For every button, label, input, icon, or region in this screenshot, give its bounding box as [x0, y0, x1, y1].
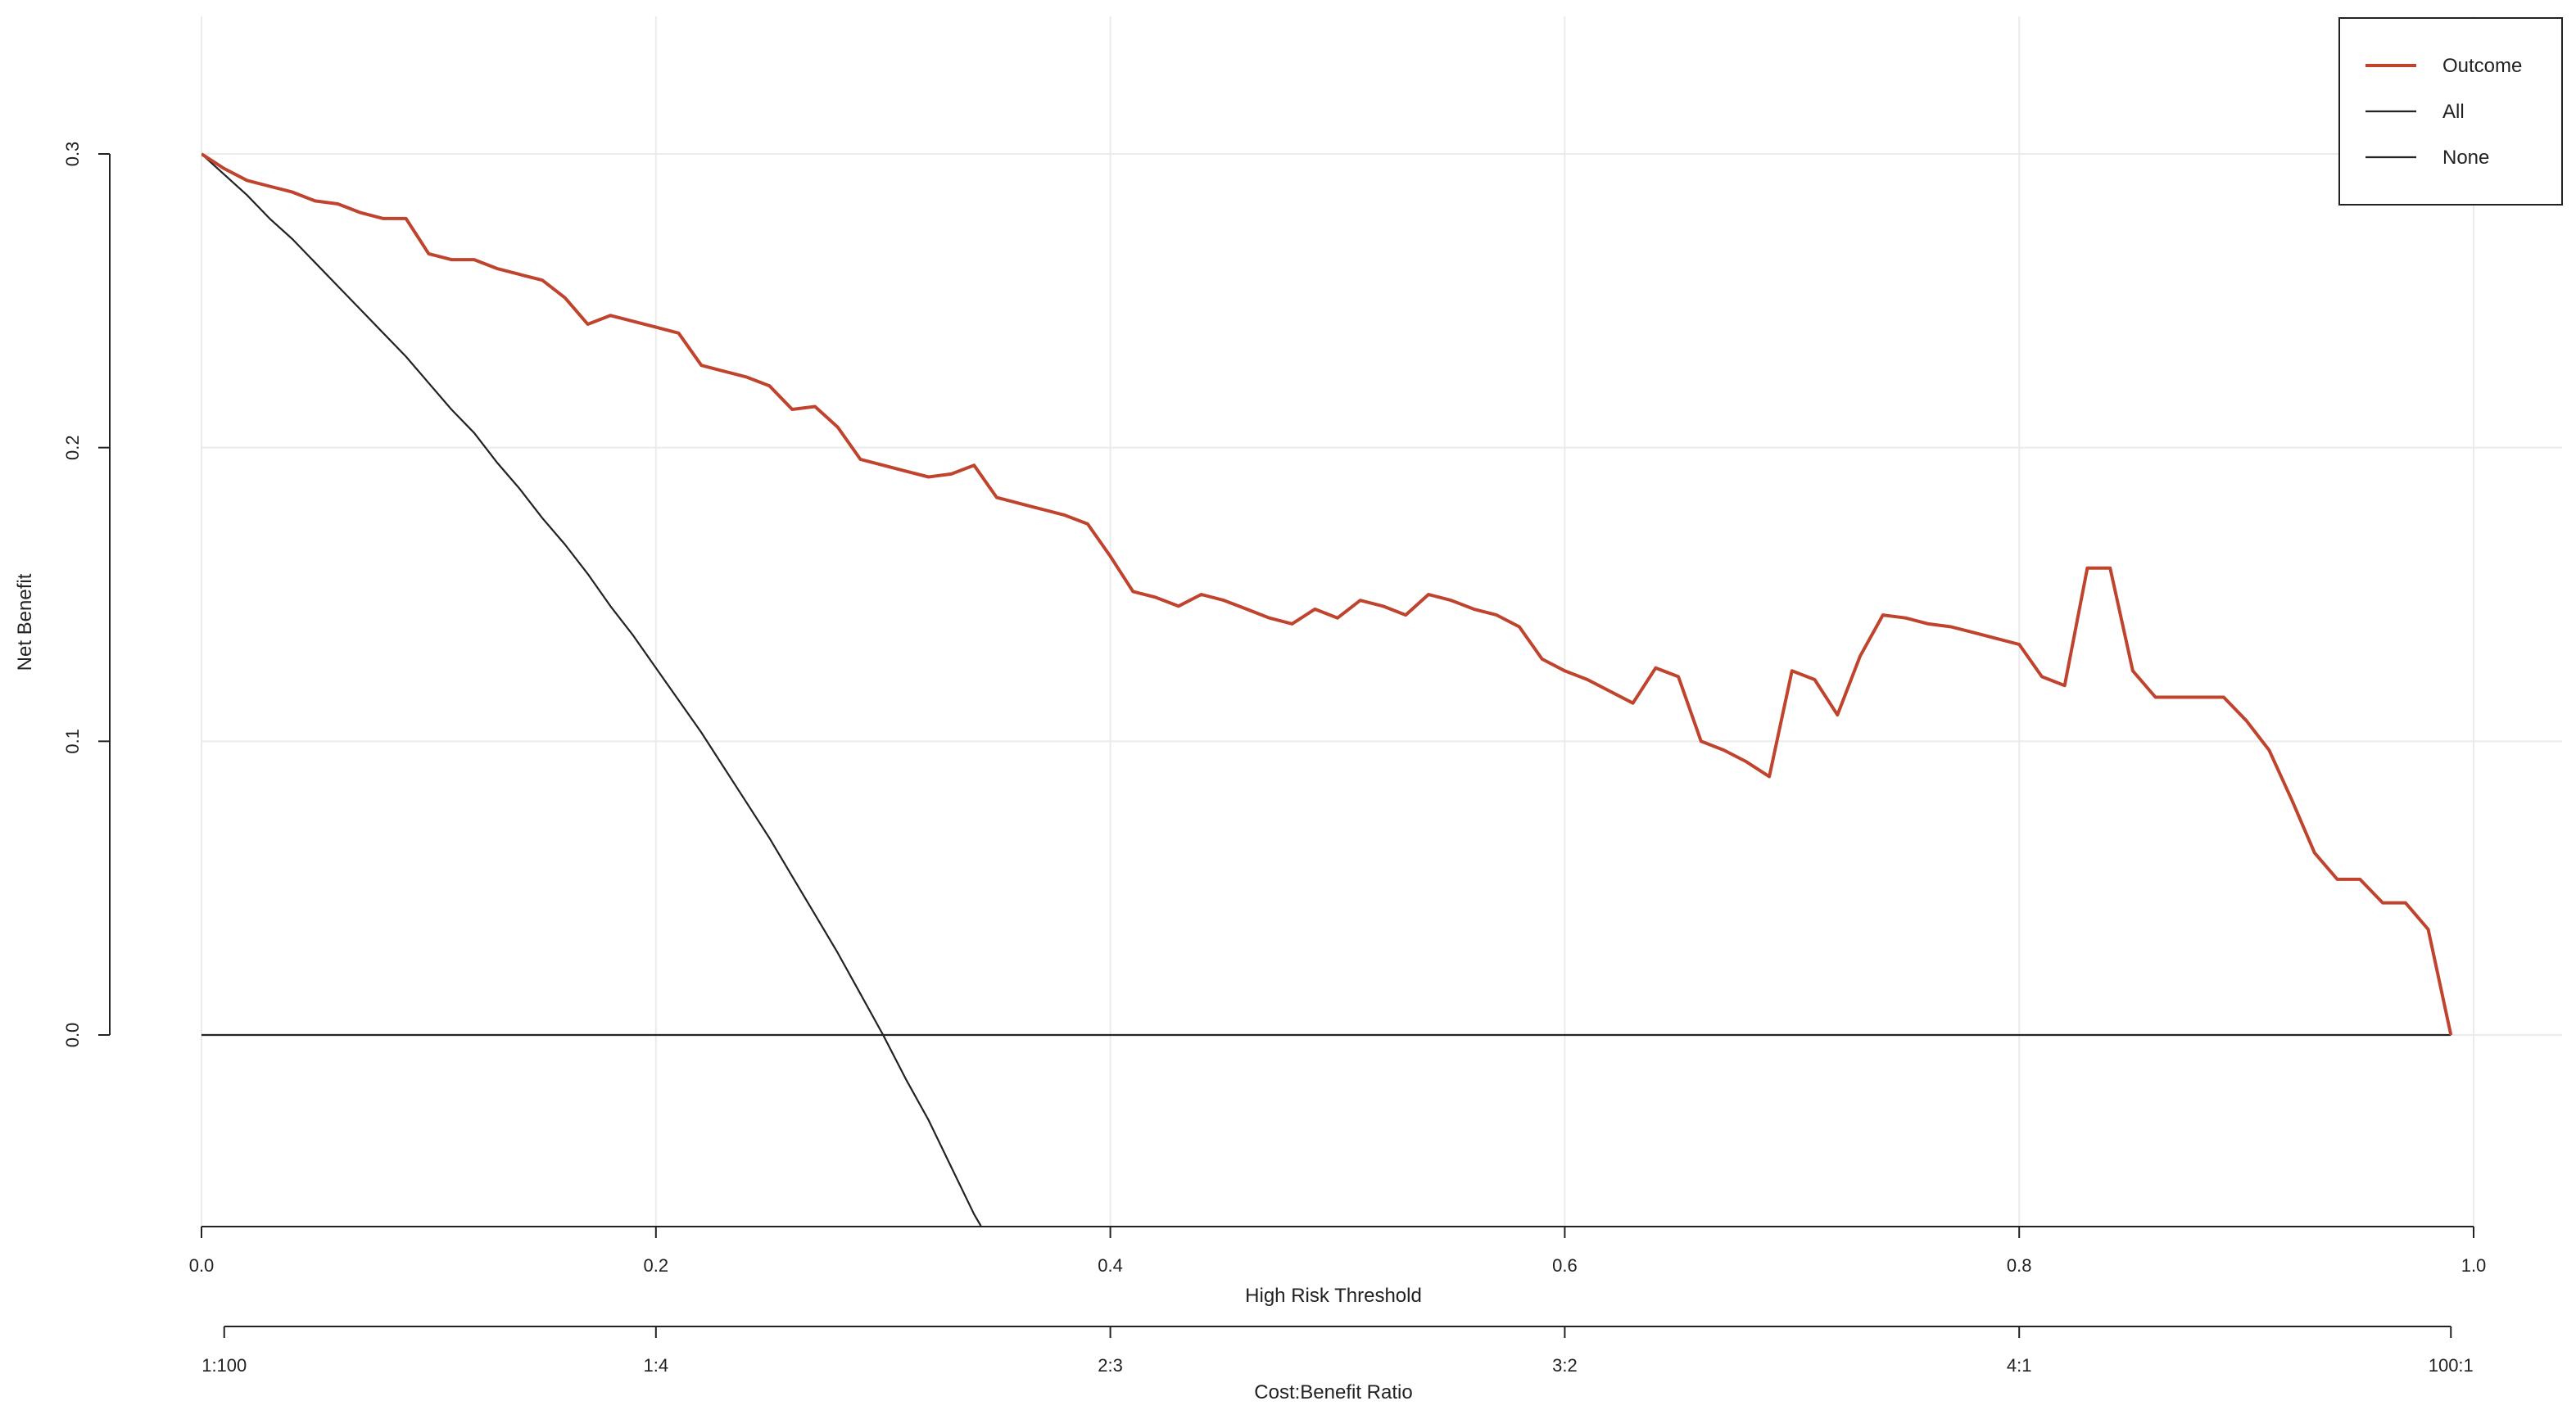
cost-benefit-tick-label: 1:100 [201, 1355, 247, 1376]
cost-benefit-tick-label: 3:2 [1552, 1355, 1578, 1376]
y-axis: 0.0 0.1 0.2 0.3 [62, 142, 111, 1048]
legend: Outcome All None [2338, 17, 2563, 206]
y-tick-label: 0.2 [62, 435, 83, 460]
x-tick-label: 0.0 [189, 1255, 215, 1276]
legend-label-all: All [2442, 101, 2465, 123]
y-tick-label: 0.3 [62, 142, 83, 167]
grid [201, 16, 2562, 1227]
cost-benefit-tick-label: 100:1 [2429, 1355, 2474, 1376]
cost-benefit-tick-label: 4:1 [2007, 1355, 2032, 1376]
cost-benefit-tick-label: 1:4 [644, 1355, 669, 1376]
cost-benefit-axis: 1:100 1:4 2:3 3:2 4:1 100:1 [201, 1326, 2474, 1376]
x-tick-label: 1.0 [2461, 1255, 2487, 1276]
x-axis-title: High Risk Threshold [1245, 1285, 1422, 1307]
series-line-outcome [201, 152, 2453, 1036]
cost-benefit-axis-title: Cost:Benefit Ratio [1254, 1381, 1412, 1403]
x-tick-label: 0.2 [644, 1255, 669, 1276]
series-lines [201, 152, 2453, 1227]
x-tick-label: 0.6 [1552, 1255, 1578, 1276]
cost-benefit-tick-label: 2:3 [1098, 1355, 1123, 1376]
x-tick-label: 0.4 [1098, 1255, 1123, 1276]
y-tick-label: 0.0 [62, 1023, 83, 1048]
legend-label-outcome: Outcome [2442, 55, 2522, 77]
series-line-all [201, 153, 982, 1227]
y-tick-label: 0.1 [62, 729, 83, 754]
x-axis: 0.0 0.2 0.4 0.6 0.8 1.0 [189, 1226, 2487, 1276]
y-axis-title: Net Benefit [14, 573, 36, 671]
x-tick-label: 0.8 [2007, 1255, 2032, 1276]
legend-label-none: None [2442, 147, 2489, 169]
